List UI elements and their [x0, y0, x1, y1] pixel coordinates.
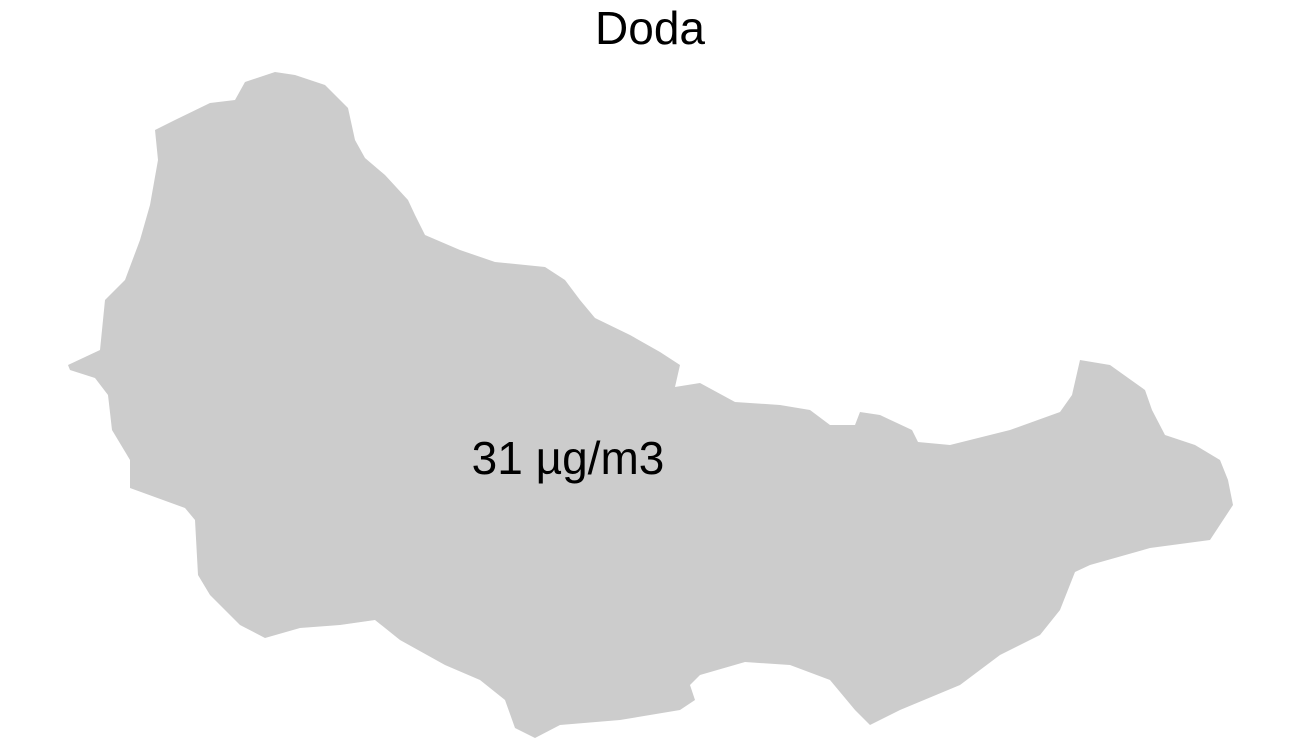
region-shape: [68, 72, 1233, 738]
region-label: 31 µg/m3: [472, 432, 665, 484]
map-title: Doda: [595, 2, 705, 54]
